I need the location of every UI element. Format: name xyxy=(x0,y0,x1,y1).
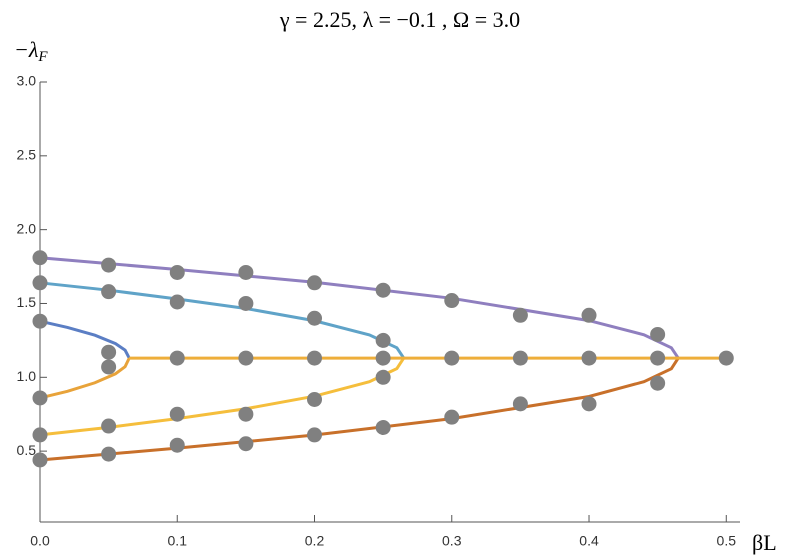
x-tick-label: 0.1 xyxy=(168,533,188,549)
data-point xyxy=(32,427,48,443)
data-point xyxy=(307,391,323,407)
data-point xyxy=(718,350,734,366)
data-point xyxy=(169,406,185,422)
data-point xyxy=(169,294,185,310)
curve xyxy=(39,256,680,359)
x-axis-label: βL xyxy=(752,530,777,555)
data-point xyxy=(375,420,391,436)
data-point xyxy=(512,396,528,412)
data-point xyxy=(444,293,460,309)
curve xyxy=(39,357,405,437)
data-point xyxy=(238,406,254,422)
data-point xyxy=(581,396,597,412)
x-tick-label: 0.2 xyxy=(305,533,325,549)
data-point xyxy=(32,250,48,266)
data-point xyxy=(307,275,323,291)
data-point xyxy=(512,307,528,323)
data-point xyxy=(238,264,254,280)
data-point xyxy=(307,350,323,366)
data-point xyxy=(581,307,597,323)
data-point xyxy=(101,446,117,462)
data-point xyxy=(32,275,48,291)
data-point xyxy=(650,375,666,391)
data-point xyxy=(375,369,391,385)
x-tick-label: 0.5 xyxy=(717,533,737,549)
data-point xyxy=(307,310,323,326)
y-tick-label: 2.0 xyxy=(17,220,37,236)
x-tick-label: 0.0 xyxy=(30,533,50,549)
y-tick-label: 1.0 xyxy=(17,368,37,384)
data-point xyxy=(375,350,391,366)
chart-title: γ = 2.25, λ = −0.1 , Ω = 3.0 xyxy=(279,7,520,32)
data-point xyxy=(169,437,185,453)
data-point xyxy=(512,350,528,366)
x-tick-label: 0.4 xyxy=(579,533,599,549)
data-point xyxy=(581,350,597,366)
y-tick-label: 2.5 xyxy=(17,147,37,163)
data-point xyxy=(238,436,254,452)
data-point xyxy=(169,264,185,280)
data-point xyxy=(32,452,48,468)
data-point xyxy=(375,332,391,348)
data-point xyxy=(238,350,254,366)
data-point xyxy=(444,409,460,425)
data-point xyxy=(101,359,117,375)
y-axis-label: −λF xyxy=(14,37,48,65)
y-tick-label: 1.5 xyxy=(17,294,37,310)
curve xyxy=(39,357,131,400)
data-point xyxy=(307,427,323,443)
y-tick-label: 0.5 xyxy=(17,442,37,458)
data-point xyxy=(101,257,117,273)
data-point xyxy=(169,350,185,366)
data-point xyxy=(32,390,48,406)
y-label-subscript: F xyxy=(37,49,48,65)
data-point xyxy=(238,295,254,311)
data-point xyxy=(375,282,391,298)
x-tick-label: 0.3 xyxy=(442,533,462,549)
data-point xyxy=(444,350,460,366)
data-point xyxy=(650,350,666,366)
y-label-symbol: −λ xyxy=(14,37,38,62)
data-point xyxy=(101,418,117,434)
data-point xyxy=(32,313,48,329)
data-point xyxy=(101,344,117,360)
curve xyxy=(39,357,680,462)
data-point xyxy=(650,326,666,342)
data-point xyxy=(101,284,117,300)
curve xyxy=(39,319,131,359)
curve xyxy=(39,281,405,359)
y-tick-label: 3.0 xyxy=(17,73,37,89)
